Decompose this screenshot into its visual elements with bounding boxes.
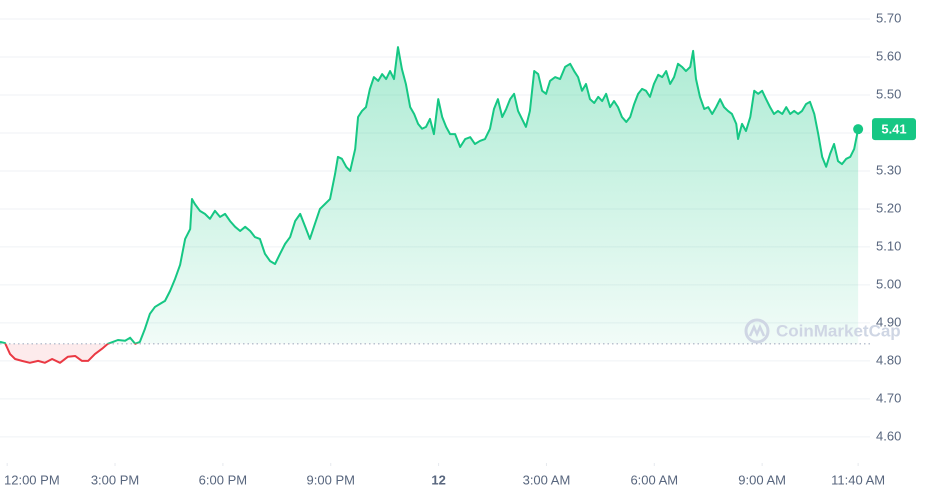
area-down — [0, 343, 859, 363]
x-tick-label: 9:00 AM — [738, 472, 786, 487]
last-price-label: 5.41 — [881, 122, 906, 137]
x-tick-label: 12 — [431, 472, 445, 487]
price-line-up — [0, 46, 860, 344]
x-tick-label: 6:00 AM — [630, 472, 678, 487]
y-tick-label: 5.70 — [876, 10, 901, 25]
y-tick-label: 5.50 — [876, 86, 901, 101]
last-price-badge — [872, 118, 916, 141]
y-tick-label: 4.70 — [876, 390, 901, 405]
watermark: CoinMarketCap — [744, 318, 901, 344]
watermark-logo — [744, 318, 770, 344]
plot — [0, 46, 870, 364]
y-tick-label: 4.90 — [876, 314, 901, 329]
watermark-logo-mark — [748, 323, 766, 338]
y-tick-label: 5.20 — [876, 200, 901, 215]
y-tick-label: 4.80 — [876, 352, 901, 367]
y-tick-label: 5.30 — [876, 162, 901, 177]
watermark-text: CoinMarketCap — [776, 321, 901, 340]
y-tick-label: 4.60 — [876, 428, 901, 443]
x-tick-label: 9:00 PM — [307, 472, 355, 487]
x-tick-label: 11:40 AM — [831, 472, 885, 487]
last-price-dot — [853, 124, 864, 135]
x-tick-label: 3:00 PM — [91, 472, 139, 487]
x-tick-label: 6:00 PM — [199, 472, 247, 487]
y-tick-label: 5.60 — [876, 48, 901, 63]
y-tick-label: 5.10 — [876, 238, 901, 253]
x-tick-label: 3:00 AM — [523, 472, 571, 487]
y-tick-label: 5.00 — [876, 276, 901, 291]
axes: 4.604.704.804.905.005.105.205.305.405.50… — [4, 10, 916, 487]
area-up — [0, 47, 859, 344]
x-tick-label: 12:00 PM — [4, 472, 60, 487]
